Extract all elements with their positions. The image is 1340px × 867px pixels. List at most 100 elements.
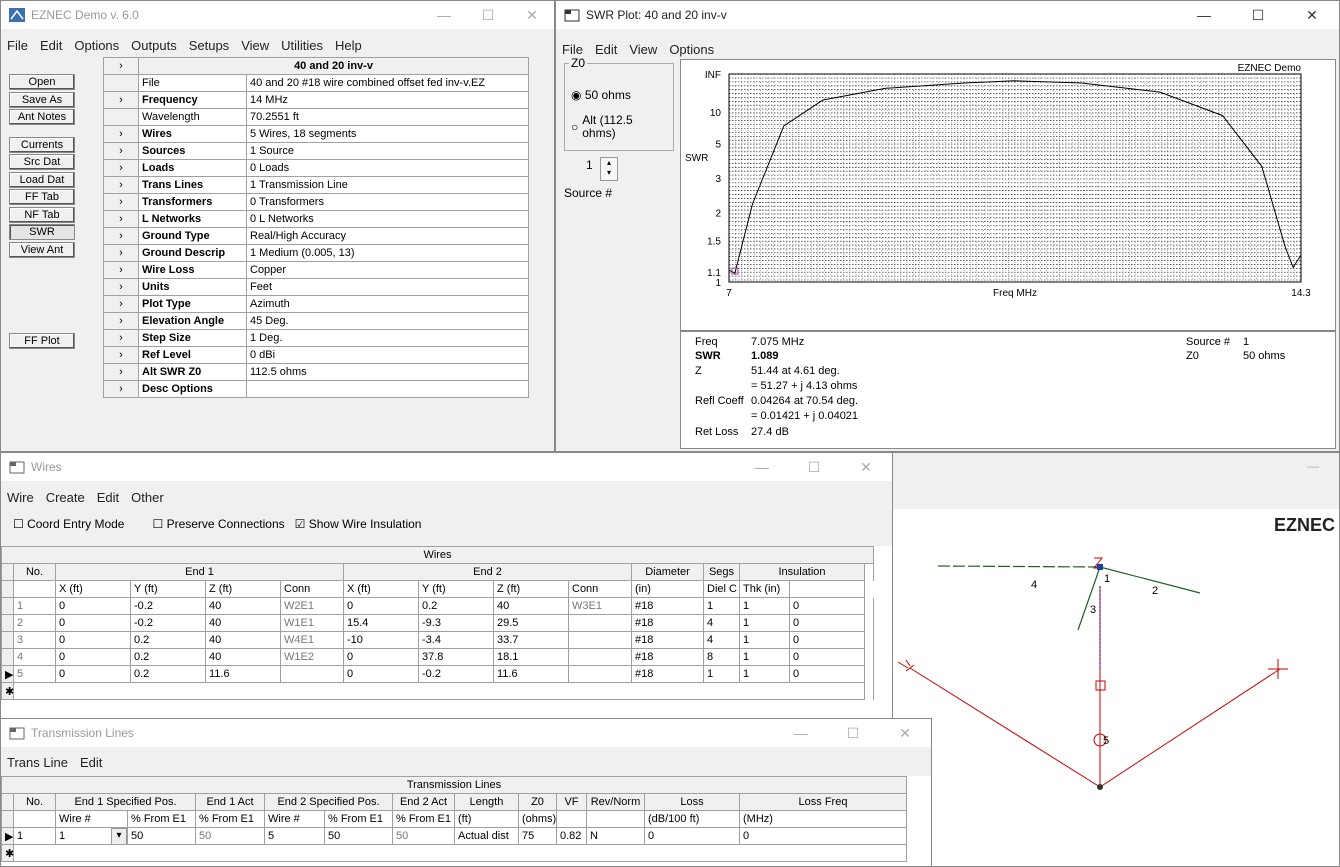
wire-cell[interactable]: 37.8 xyxy=(418,648,494,666)
currents-button[interactable]: Currents xyxy=(9,137,75,153)
wire-cell[interactable]: 0 xyxy=(789,631,865,649)
wire-cell[interactable]: 0 xyxy=(789,648,865,666)
param-row[interactable]: › Ref Level 0 dBi xyxy=(103,346,529,364)
param-row[interactable]: › Ground Descrip 1 Medium (0.005, 13) xyxy=(103,244,529,262)
minimize-button[interactable]: — xyxy=(437,7,451,23)
wire-cell[interactable]: 4 xyxy=(703,631,740,649)
dropdown-arrow-icon[interactable]: ▾ xyxy=(111,828,127,844)
param-row[interactable]: › Trans Lines 1 Transmission Line xyxy=(103,176,529,194)
wires-minimize-button[interactable]: — xyxy=(755,459,769,475)
antenna-name-arrow[interactable]: › xyxy=(103,57,139,75)
wire-cell[interactable]: 18.1 xyxy=(493,648,569,666)
tlines-close-button[interactable]: ✕ xyxy=(899,724,911,741)
param-arrow-button[interactable]: › xyxy=(103,380,139,398)
wires-maximize-button[interactable]: ☐ xyxy=(807,458,821,475)
wire-cell[interactable]: 8 xyxy=(703,648,740,666)
wire-cell[interactable]: 1 xyxy=(703,597,740,615)
swr-menu-edit[interactable]: Edit xyxy=(594,41,618,57)
param-row[interactable]: › Transformers 0 Transformers xyxy=(103,193,529,211)
ff-tab-button[interactable]: FF Tab xyxy=(9,189,75,205)
wire-cell[interactable]: #18 xyxy=(631,597,704,615)
wire-cell[interactable]: W4E1 xyxy=(280,631,344,649)
wire-cell[interactable]: 1 xyxy=(739,597,790,615)
wire-cell[interactable]: 40 xyxy=(205,614,281,632)
param-arrow-button[interactable]: › xyxy=(103,312,139,330)
swr-menu-file[interactable]: File xyxy=(562,41,583,57)
wire-cell[interactable]: 11.6 xyxy=(493,665,569,683)
param-row[interactable]: › Step Size 1 Deg. xyxy=(103,329,529,347)
wire-cell[interactable]: 0.2 xyxy=(130,648,206,666)
wire-cell[interactable]: 0 xyxy=(55,648,131,666)
tlines-maximize-button[interactable]: ☐ xyxy=(846,724,860,741)
tline-row[interactable]: ▶ 1 1 ▾ 50 50 5 50 50 Actual dist 75 0.82 N 0 0 xyxy=(1,827,907,845)
menu-view[interactable]: View xyxy=(241,37,270,53)
wire-cell[interactable]: -0.2 xyxy=(130,614,206,632)
wire-cell[interactable]: #18 xyxy=(631,648,704,666)
wire-cell[interactable]: 0 xyxy=(55,597,131,615)
wire-cell[interactable]: 1 xyxy=(739,631,790,649)
row-selector[interactable] xyxy=(1,631,14,649)
tlines-menu-edit[interactable]: Edit xyxy=(79,754,103,770)
show-insulation-checkbox[interactable]: ☑ Show Wire Insulation xyxy=(294,517,422,531)
wire-cell[interactable]: 4 xyxy=(13,648,56,666)
swr-button[interactable]: SWR xyxy=(9,224,75,240)
wire-row[interactable]: 3 0 0.2 40 W4E1 -10 -3.4 33.7 #18 4 1 0 xyxy=(1,631,874,649)
wire-cell[interactable]: 1 xyxy=(703,665,740,683)
wire-cell[interactable]: 1 xyxy=(13,597,56,615)
param-arrow-button[interactable]: › xyxy=(103,227,139,245)
menu-file[interactable]: File xyxy=(7,37,28,53)
param-row[interactable]: › Desc Options xyxy=(103,380,529,398)
menu-setups[interactable]: Setups xyxy=(188,37,230,53)
param-row[interactable]: › Wire Loss Copper xyxy=(103,261,529,279)
wire-cell[interactable]: 11.6 xyxy=(205,665,281,683)
param-row[interactable]: Wavelength 70.2551 ft xyxy=(103,108,529,126)
ff-plot-button[interactable]: FF Plot xyxy=(9,333,75,349)
tline-cell[interactable]: 0 xyxy=(739,827,907,845)
param-row[interactable]: › L Networks 0 L Networks xyxy=(103,210,529,228)
wires-menu-wire[interactable]: Wire xyxy=(7,489,34,505)
tline-cell[interactable]: N xyxy=(586,827,645,845)
z0-alt-radio[interactable]: ○ Alt (112.5 ohms) xyxy=(571,114,667,140)
wires-close-button[interactable]: ✕ xyxy=(860,458,872,475)
wire-cell[interactable]: 0 xyxy=(55,614,131,632)
wire-cell[interactable]: 5 xyxy=(13,665,56,683)
tline-cell[interactable]: 5 xyxy=(264,827,325,845)
open-button[interactable]: Open xyxy=(9,74,75,90)
coord-entry-checkbox[interactable]: ☐ Coord Entry Mode xyxy=(13,517,125,531)
tline-cell[interactable]: 50 xyxy=(392,827,455,845)
wire-cell[interactable]: W3E1 xyxy=(568,597,632,615)
wire-cell[interactable]: 0 xyxy=(343,648,419,666)
wire-cell[interactable]: 0 xyxy=(789,597,865,615)
wire-cell[interactable]: 1 xyxy=(739,665,790,683)
wire-cell[interactable] xyxy=(568,631,632,649)
tline-cell[interactable]: 1 xyxy=(13,827,56,845)
param-arrow-button[interactable]: › xyxy=(103,295,139,313)
save-as-button[interactable]: Save As xyxy=(9,92,75,108)
wire-cell[interactable]: 0 xyxy=(55,631,131,649)
wire-cell[interactable] xyxy=(280,665,344,683)
param-arrow-button[interactable]: › xyxy=(103,176,139,194)
tline-cell[interactable]: 0 xyxy=(644,827,740,845)
tline-cell[interactable]: Actual dist xyxy=(454,827,519,845)
wire-cell[interactable]: -0.2 xyxy=(418,665,494,683)
source-spinner[interactable]: ▴ ▾ xyxy=(600,157,618,181)
swr-close-button[interactable]: ✕ xyxy=(1306,6,1318,23)
wire-cell[interactable]: -3.4 xyxy=(418,631,494,649)
param-row[interactable]: › Frequency 14 MHz xyxy=(103,91,529,109)
tline-cell[interactable]: 50 xyxy=(127,827,196,845)
param-arrow-button[interactable]: › xyxy=(103,159,139,177)
wire-cell[interactable]: 0 xyxy=(789,665,865,683)
param-arrow-button[interactable]: › xyxy=(103,346,139,364)
tline-cell[interactable]: 75 xyxy=(518,827,557,845)
wire-cell[interactable]: 40 xyxy=(205,631,281,649)
menu-help[interactable]: Help xyxy=(335,37,362,53)
wire-cell[interactable]: -0.2 xyxy=(130,597,206,615)
param-row[interactable]: › Alt SWR Z0 112.5 ohms xyxy=(103,363,529,381)
wires-menu-other[interactable]: Other xyxy=(131,489,164,505)
swr-minimize-button[interactable]: — xyxy=(1197,7,1211,23)
wire-cell[interactable]: 33.7 xyxy=(493,631,569,649)
row-selector[interactable] xyxy=(1,614,14,632)
tlines-minimize-button[interactable]: — xyxy=(794,725,808,741)
wire-cell[interactable]: 40 xyxy=(493,597,569,615)
wires-menu-edit[interactable]: Edit xyxy=(96,489,120,505)
